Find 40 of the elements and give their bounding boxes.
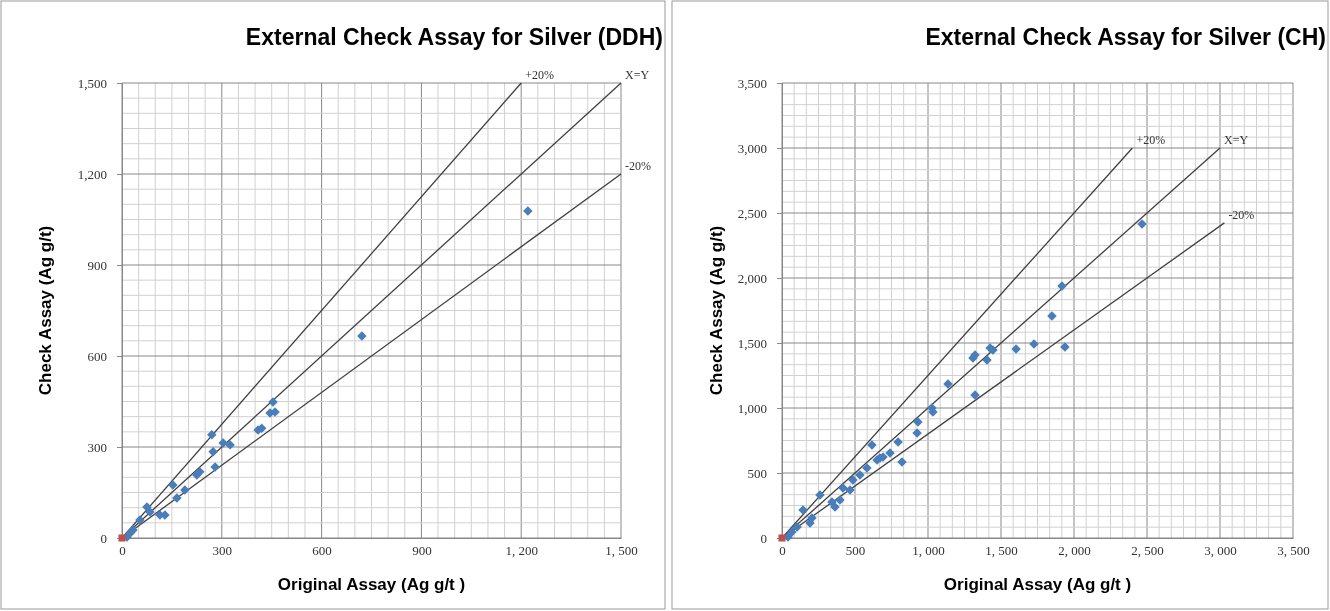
y-tick-label: 300 [87, 439, 107, 455]
series-label: -20% [625, 159, 651, 173]
x-tick-label: 3, 000 [1204, 543, 1237, 559]
x-tick-label: 1, 000 [912, 543, 945, 559]
x-tick-label: 300 [212, 543, 233, 559]
series-label: X=Y [625, 68, 650, 82]
x-tick-label: 2, 500 [1131, 543, 1164, 559]
x-tick-label: 1, 500 [605, 543, 638, 559]
x-tick-label: 0 [119, 543, 126, 559]
y-tick-label: 0 [760, 530, 767, 546]
series-label: +20% [525, 68, 554, 82]
y-tick-label: 900 [87, 257, 107, 273]
x-tick-label: 1, 500 [985, 543, 1018, 559]
y-tick-label: 1,500 [77, 75, 107, 91]
series-label: -20% [1228, 207, 1255, 222]
y-tick-label: 1,500 [737, 335, 767, 351]
y-tick-label: 600 [87, 348, 107, 364]
y-tick-label: 0 [100, 530, 107, 546]
x-tick-label: 0 [779, 543, 786, 559]
y-tick-label: 1,000 [737, 400, 767, 416]
x-tick-label: 600 [312, 543, 332, 559]
series-label: X=Y [1224, 133, 1249, 147]
x-tick-label: 900 [412, 543, 432, 559]
chart-title: External Check Assay for Silver (CH) [925, 24, 1326, 50]
x-tick-label: 1, 200 [505, 543, 538, 559]
y-tick-label: 3,000 [737, 140, 767, 156]
y-tick-label: 3,500 [737, 75, 767, 91]
y-tick-label: 500 [747, 465, 767, 481]
x-axis-title: Original Assay (Ag g/t ) [277, 575, 466, 594]
chart-title: External Check Assay for Silver (DDH) [245, 24, 663, 50]
y-axis-title: Check Assay (Ag g/t) [707, 225, 726, 396]
y-tick-label: 2,500 [737, 205, 767, 221]
y-axis-title: Check Assay (Ag g/t) [36, 225, 55, 396]
x-tick-label: 3, 500 [1277, 543, 1310, 559]
y-tick-label: 1,200 [77, 166, 107, 182]
series-label: +20% [1136, 133, 1166, 147]
x-tick-label: 500 [845, 543, 866, 559]
y-tick-label: 2,000 [737, 270, 767, 286]
x-axis-title: Original Assay (Ag g/t ) [943, 575, 1132, 594]
x-tick-label: 2, 000 [1058, 543, 1091, 559]
